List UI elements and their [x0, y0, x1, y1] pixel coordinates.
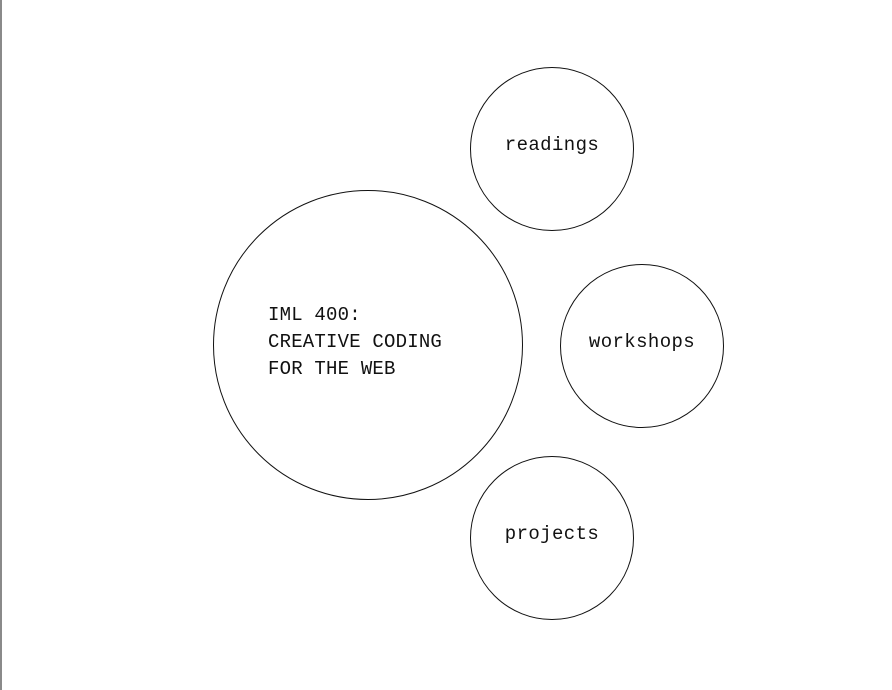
workshops-link-label: workshops — [588, 330, 696, 353]
projects-link-label: projects — [504, 522, 600, 545]
projects-circle-link[interactable]: projects — [470, 456, 634, 620]
course-title: IML 400: CREATIVE CODING FOR THE WEB — [268, 304, 443, 380]
course-title-circle: IML 400: CREATIVE CODING FOR THE WEB — [213, 190, 523, 500]
readings-circle-link[interactable]: readings — [470, 67, 634, 231]
workshops-circle-link[interactable]: workshops — [560, 264, 724, 428]
readings-link-label: readings — [504, 133, 600, 156]
page-left-edge-divider — [0, 0, 2, 690]
